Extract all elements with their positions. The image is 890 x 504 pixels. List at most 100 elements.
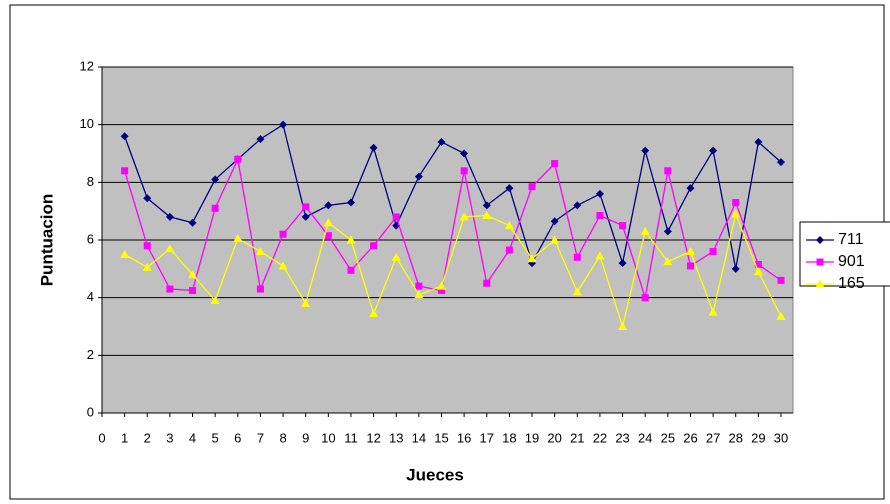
marker bbox=[324, 232, 332, 240]
marker bbox=[550, 235, 560, 244]
x-tick-label: 21 bbox=[570, 430, 584, 445]
marker bbox=[482, 201, 491, 210]
x-tick-label: 26 bbox=[683, 430, 697, 445]
marker bbox=[504, 221, 514, 230]
marker bbox=[663, 227, 672, 236]
marker bbox=[595, 251, 605, 260]
marker bbox=[816, 258, 824, 266]
marker bbox=[777, 276, 785, 284]
x-tick-label: 20 bbox=[547, 430, 561, 445]
marker bbox=[278, 261, 288, 270]
marker bbox=[595, 189, 604, 198]
marker bbox=[189, 286, 197, 294]
marker bbox=[438, 286, 445, 294]
x-tick-label: 10 bbox=[321, 430, 335, 445]
legend-box bbox=[799, 221, 890, 287]
marker bbox=[685, 247, 695, 256]
marker bbox=[754, 261, 762, 269]
marker bbox=[641, 294, 649, 302]
marker bbox=[640, 226, 650, 235]
marker bbox=[505, 184, 514, 193]
marker bbox=[279, 230, 287, 238]
marker bbox=[664, 167, 672, 175]
x-tick-label: 13 bbox=[389, 430, 403, 445]
marker bbox=[391, 252, 401, 261]
marker bbox=[816, 236, 824, 244]
marker bbox=[709, 146, 718, 155]
x-tick-label: 2 bbox=[144, 430, 151, 445]
y-tick-label: 8 bbox=[87, 174, 94, 189]
marker bbox=[596, 211, 604, 219]
x-tick-label: 6 bbox=[234, 430, 241, 445]
marker bbox=[143, 194, 152, 203]
marker bbox=[166, 285, 174, 293]
legend-label: 165 bbox=[838, 275, 865, 292]
marker bbox=[663, 257, 673, 266]
marker bbox=[301, 212, 310, 221]
marker bbox=[483, 279, 491, 287]
marker bbox=[211, 175, 220, 184]
marker bbox=[120, 132, 129, 141]
legend-label: 901 bbox=[838, 253, 865, 270]
marker bbox=[618, 322, 628, 330]
marker bbox=[392, 213, 400, 221]
x-tick-label: 25 bbox=[661, 430, 675, 445]
series-line bbox=[124, 211, 782, 329]
x-tick-label: 8 bbox=[279, 430, 286, 445]
marker bbox=[460, 167, 468, 175]
x-tick-label: 24 bbox=[638, 430, 652, 445]
marker bbox=[753, 267, 763, 276]
x-tick-label: 1 bbox=[121, 430, 128, 445]
x-tick-label: 9 bbox=[302, 430, 309, 445]
marker bbox=[528, 183, 536, 191]
series-line bbox=[124, 123, 782, 269]
x-tick-label: 29 bbox=[751, 430, 765, 445]
x-tick-label: 5 bbox=[212, 430, 219, 445]
marker bbox=[482, 210, 492, 219]
marker bbox=[120, 249, 130, 258]
marker bbox=[165, 212, 174, 221]
marker bbox=[323, 218, 333, 227]
marker bbox=[415, 282, 423, 290]
y-tick-label: 6 bbox=[87, 231, 94, 246]
x-tick-label: 12 bbox=[366, 430, 380, 445]
marker bbox=[573, 253, 581, 261]
marker bbox=[731, 209, 741, 218]
marker bbox=[369, 143, 378, 152]
marker bbox=[572, 287, 582, 296]
marker bbox=[460, 149, 469, 158]
x-tick-label: 7 bbox=[257, 430, 264, 445]
x-tick-label: 11 bbox=[344, 430, 358, 445]
marker bbox=[369, 309, 379, 318]
marker bbox=[777, 158, 785, 167]
marker bbox=[709, 248, 717, 256]
marker bbox=[459, 212, 469, 221]
marker bbox=[414, 290, 424, 299]
y-tick-label: 0 bbox=[87, 404, 94, 419]
y-tick-label: 12 bbox=[80, 58, 94, 73]
marker bbox=[731, 264, 740, 273]
x-tick-label: 16 bbox=[457, 430, 471, 445]
marker bbox=[573, 201, 582, 210]
marker bbox=[121, 167, 129, 175]
x-tick-label: 17 bbox=[480, 430, 494, 445]
x-axis-label: Jueces bbox=[406, 465, 464, 484]
x-tick-label: 23 bbox=[615, 430, 629, 445]
marker bbox=[686, 184, 695, 193]
marker bbox=[347, 266, 355, 274]
x-tick-label: 30 bbox=[774, 430, 788, 445]
marker bbox=[815, 279, 825, 288]
x-tick-label: 0 bbox=[98, 430, 105, 445]
marker bbox=[776, 311, 786, 320]
y-axis-label: Puntuacion bbox=[37, 194, 56, 287]
marker bbox=[302, 203, 310, 211]
marker bbox=[234, 155, 242, 163]
marker bbox=[732, 199, 740, 207]
x-tick-label: 14 bbox=[412, 430, 426, 445]
x-tick-label: 15 bbox=[434, 430, 448, 445]
marker bbox=[165, 244, 175, 253]
y-tick-label: 2 bbox=[87, 347, 94, 362]
marker bbox=[619, 222, 627, 230]
x-tick-label: 3 bbox=[166, 430, 173, 445]
